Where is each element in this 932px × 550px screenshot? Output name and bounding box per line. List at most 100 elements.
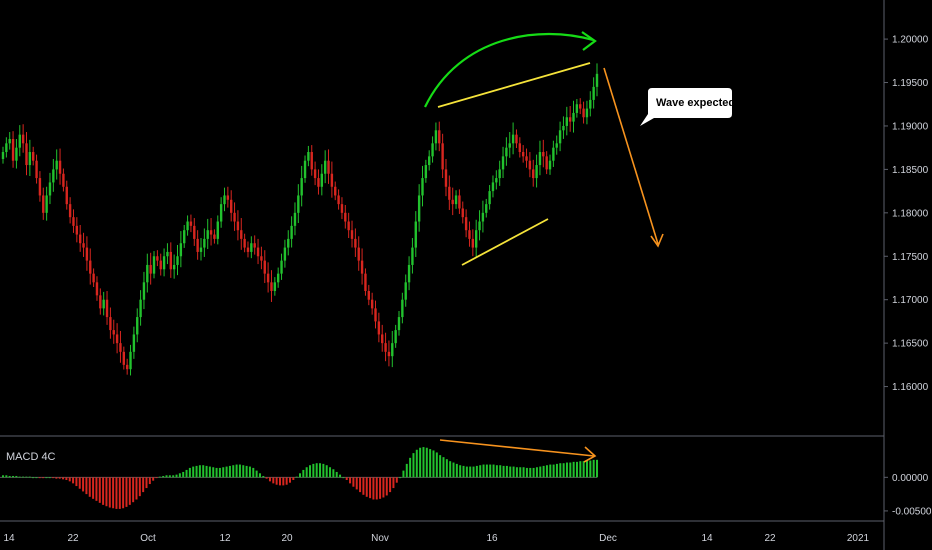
- candle: [350, 220, 354, 248]
- candle: [438, 121, 441, 152]
- candle: [250, 236, 253, 259]
- candle: [5, 137, 8, 158]
- macd-bar: [309, 465, 312, 478]
- candle: [226, 186, 230, 208]
- macd-bar: [118, 477, 121, 509]
- time-tick-label: Dec: [599, 533, 617, 544]
- macd-bar: [58, 477, 61, 479]
- macd-bar: [148, 477, 151, 485]
- macd-bar: [158, 476, 161, 478]
- candle-body: [226, 195, 230, 200]
- macd-bar: [572, 461, 575, 478]
- macd-bar: [442, 457, 445, 478]
- candle: [8, 132, 11, 150]
- rally-arc[interactable]: [424, 32, 594, 108]
- candle-body: [102, 299, 105, 309]
- candle-body: [374, 308, 377, 322]
- candle-body: [186, 221, 189, 231]
- expected-drop-arrow[interactable]: [603, 67, 659, 245]
- upper-wedge-line[interactable]: [437, 62, 591, 108]
- candle: [411, 238, 414, 274]
- candle: [62, 168, 65, 192]
- macd-bar: [509, 466, 512, 478]
- macd-bar: [198, 465, 201, 478]
- candle: [240, 218, 243, 250]
- macd-bar: [389, 477, 392, 493]
- candle-body: [35, 160, 38, 179]
- candle-body: [451, 199, 454, 205]
- candle: [297, 184, 300, 223]
- candle: [568, 105, 572, 132]
- candle-body: [5, 143, 8, 153]
- time-tick-label: 14: [701, 533, 713, 544]
- macd-bar: [505, 465, 508, 478]
- macd-bar: [285, 477, 288, 485]
- macd-bar: [25, 476, 28, 478]
- candle-body: [85, 247, 89, 261]
- macd-bar: [395, 477, 398, 483]
- candle-body: [505, 147, 508, 157]
- candle: [485, 198, 488, 218]
- macd-bar: [489, 464, 492, 478]
- macd-bar: [582, 461, 585, 478]
- time-tick-label: Nov: [371, 533, 389, 544]
- candle: [132, 326, 136, 359]
- lower-wedge-line[interactable]: [461, 218, 549, 266]
- candle-body: [481, 212, 485, 222]
- candle-body: [196, 238, 199, 252]
- macd-bar: [112, 477, 115, 509]
- candle-body: [75, 225, 79, 235]
- macd-bar: [48, 477, 51, 479]
- candle-body: [149, 264, 152, 274]
- candle-body: [28, 152, 32, 166]
- candle-body: [585, 108, 589, 118]
- macd-bar: [332, 469, 335, 478]
- macd-bar: [72, 477, 75, 484]
- macd-bar: [485, 464, 488, 478]
- price-axis[interactable]: 1.20000 1.19500 1.19000 1.18500 1.18000 1.175…: [884, 35, 929, 393]
- macd-bar: [152, 477, 155, 481]
- candle-body: [8, 138, 11, 144]
- price-tick-label: 1.18500: [892, 165, 929, 176]
- macd-bar: [399, 477, 402, 479]
- candle: [414, 211, 417, 257]
- macd-bar: [365, 477, 368, 497]
- candle-body: [468, 230, 471, 239]
- macd-bar: [115, 477, 118, 509]
- time-axis[interactable]: 14 22 Oct 12 20 Nov 16 Dec 14 22 2021: [3, 533, 869, 544]
- candle-body: [511, 134, 515, 144]
- candle-body: [387, 351, 391, 357]
- candle: [246, 241, 250, 258]
- candle-body: [521, 152, 525, 157]
- candle: [471, 229, 475, 257]
- candle: [431, 136, 434, 163]
- wave-expected-callout[interactable]: Wave expected: [640, 88, 735, 126]
- macd-bar: [502, 465, 505, 478]
- macd-bar: [192, 466, 195, 478]
- candle-body: [565, 117, 568, 126]
- time-tick-label: Oct: [140, 533, 156, 544]
- macd-bar: [335, 471, 338, 478]
- candle-body: [290, 225, 293, 239]
- candle: [451, 187, 454, 216]
- candle-body: [89, 260, 92, 274]
- candle: [327, 149, 330, 184]
- macd-axis[interactable]: 0.00000 -0.00500: [884, 473, 932, 518]
- candle-body: [327, 160, 330, 174]
- macd-bar: [5, 475, 8, 478]
- macd-bar: [182, 471, 185, 478]
- macd-bar: [445, 459, 448, 478]
- candle-body: [562, 125, 565, 131]
- candle-body: [444, 169, 448, 187]
- macd-bar: [122, 477, 125, 509]
- candle-body: [109, 317, 112, 331]
- candle: [542, 139, 545, 168]
- macd-bar: [38, 477, 41, 479]
- candle-body: [572, 112, 575, 122]
- candle-body: [297, 195, 300, 213]
- macd-bar: [429, 449, 432, 478]
- macd-bar: [265, 477, 268, 479]
- candle-body: [233, 212, 236, 222]
- macd-divergence-arrow[interactable]: [439, 439, 595, 457]
